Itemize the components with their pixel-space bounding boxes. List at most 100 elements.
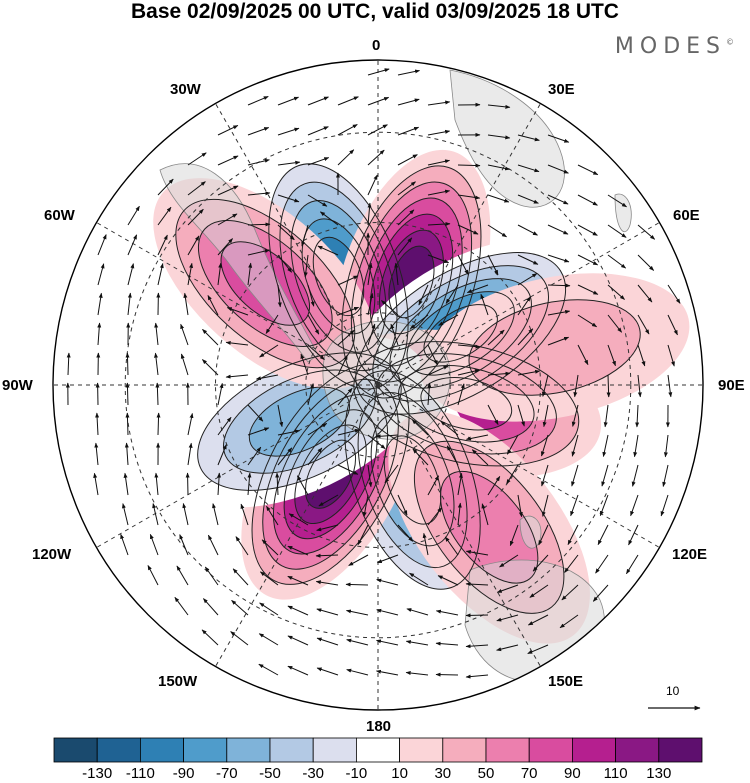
vector-scale-label: 10 [666, 684, 680, 698]
wind-vector [225, 340, 249, 346]
wind-vector [277, 447, 293, 466]
wind-vector [517, 404, 525, 427]
wind-vector [577, 164, 599, 176]
wind-vector [559, 614, 579, 629]
contour-line [197, 352, 402, 491]
wind-vector [367, 434, 386, 450]
wind-vector [577, 254, 599, 266]
wind-vector [630, 494, 639, 517]
wind-vector [307, 96, 329, 106]
wind-vector [217, 416, 232, 436]
wind-vector [259, 571, 279, 586]
wind-vector [357, 524, 369, 546]
wind-vector [127, 234, 138, 256]
colorbar-tick-label: -110 [125, 765, 155, 782]
wind-vector [457, 163, 481, 168]
wind-vector [217, 185, 239, 196]
wind-vector [592, 584, 609, 602]
wind-vector [607, 284, 625, 300]
wind-vector [637, 374, 642, 398]
wind-vector [287, 605, 309, 616]
wind-vector [435, 609, 459, 616]
wind-vector [303, 254, 309, 278]
lon-label-60w: 60W [44, 207, 75, 224]
wind-vector [635, 404, 640, 428]
wind-vector [517, 494, 523, 518]
wind-vector [258, 633, 279, 646]
wind-vector [180, 323, 189, 346]
wind-vector [487, 476, 501, 496]
wind-vector [346, 668, 369, 676]
wind-vector [125, 412, 130, 436]
wind-vector [465, 550, 489, 556]
wind-vector [307, 344, 325, 361]
wind-vector [487, 329, 505, 346]
wind-vector [317, 245, 339, 256]
wind-vector [337, 329, 355, 346]
colorbar-swatch [183, 737, 228, 763]
colorbar-tick-label: -70 [215, 765, 238, 782]
wind-vector [231, 599, 249, 616]
lon-label-180: 180 [366, 718, 392, 735]
wind-vector [597, 524, 609, 546]
colorbar-swatch [615, 737, 660, 763]
wind-vector [307, 194, 328, 207]
wind-vector [397, 126, 420, 136]
wind-vector [127, 205, 140, 226]
wind-vector [201, 629, 219, 646]
wind-vector [487, 254, 499, 276]
wind-vector [376, 554, 399, 564]
wind-vector [457, 383, 465, 406]
wind-vector [466, 284, 489, 294]
colorbar-tick-label: 70 [520, 765, 538, 782]
wind-vector [422, 532, 429, 556]
wind-vector [155, 382, 160, 406]
wind-vector [547, 224, 569, 235]
wind-vector [405, 640, 429, 646]
contour-line [294, 424, 367, 525]
wind-vector [390, 323, 399, 346]
wind-vector [247, 427, 270, 436]
wind-vector [277, 404, 284, 428]
lon-label-150w: 150W [158, 673, 198, 690]
wind-vector [418, 284, 429, 306]
contour-line [283, 409, 378, 540]
wind-vector [381, 300, 399, 316]
brand-logo: MODES© [615, 34, 734, 59]
wind-vector [427, 129, 451, 136]
contour-line [344, 370, 481, 590]
colorbar-swatch [96, 737, 141, 763]
wind-vector [152, 503, 159, 526]
wind-vector [376, 578, 399, 586]
wind-vector [315, 553, 339, 558]
wind-vector [307, 157, 330, 166]
wind-vector [409, 572, 429, 586]
colorbar-tick-label: 90 [564, 765, 581, 782]
wind-vector [571, 404, 579, 427]
wind-vector [405, 670, 429, 676]
wind-vector [307, 314, 320, 335]
wind-vector [397, 237, 413, 256]
meridian [96, 222, 379, 386]
wind-vector [577, 344, 589, 366]
wind-vector [541, 464, 549, 487]
wind-vector [259, 344, 279, 358]
wind-vector [438, 314, 459, 326]
wind-vector [397, 98, 420, 106]
wind-vector [247, 249, 270, 256]
wind-vector [577, 224, 598, 236]
wind-vector [266, 505, 279, 526]
wind-vector [481, 503, 489, 526]
wind-vector [457, 344, 481, 349]
wind-vector [183, 292, 189, 316]
colorbar-tick-label: -130 [82, 765, 113, 782]
wind-vector [247, 191, 271, 196]
contour-line [468, 299, 641, 396]
wind-vector [570, 494, 579, 517]
wind-vector [287, 635, 309, 646]
wind-vector [217, 213, 238, 226]
wind-vector [480, 293, 489, 316]
wind-vector [517, 254, 539, 265]
wind-vector [427, 382, 432, 406]
wind-vector [607, 224, 627, 238]
